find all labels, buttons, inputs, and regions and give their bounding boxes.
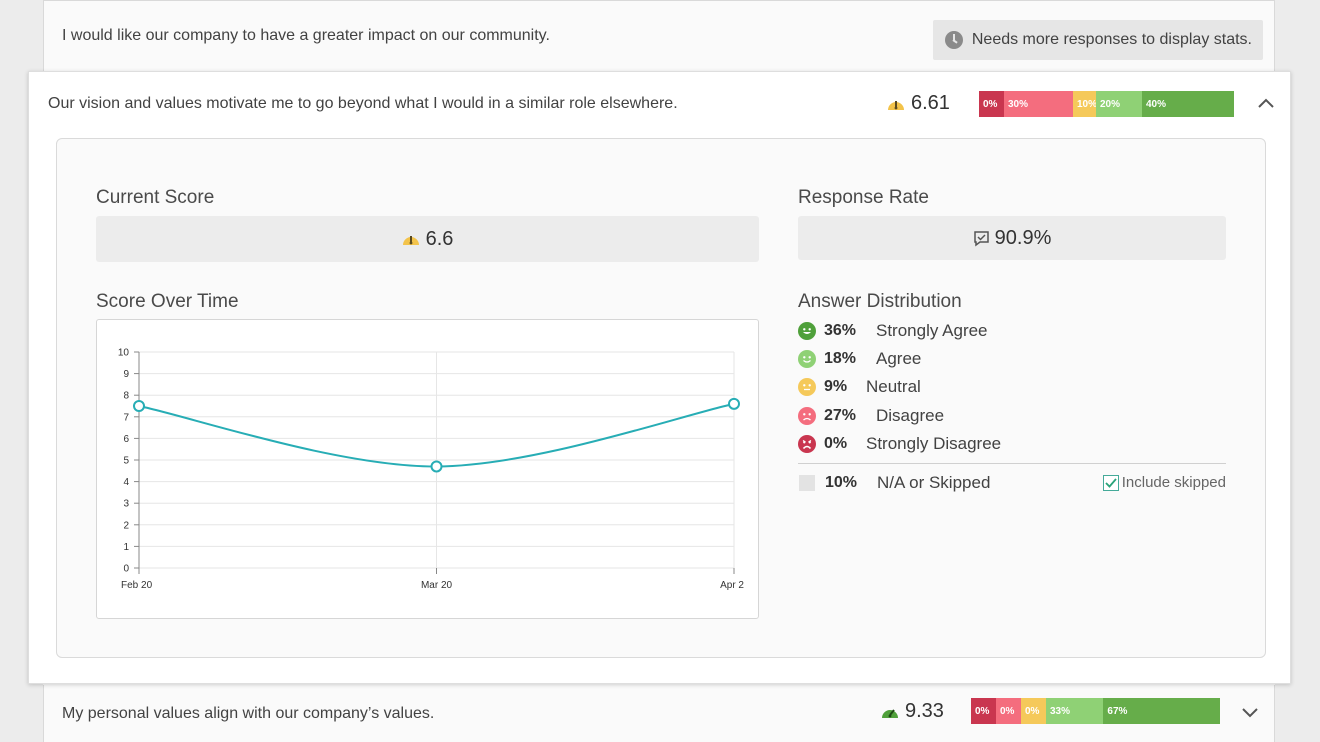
gauge-mid-icon: [888, 100, 904, 110]
answer-pct: 0%: [824, 434, 848, 452]
gauge-high-icon: [882, 708, 898, 718]
answer-pct: 18%: [824, 350, 857, 368]
distribution-segment: 0%: [1021, 698, 1046, 724]
answer-label: Agree: [876, 349, 922, 369]
line-chart: 0 1 2 3 4 5 6 7 8 9 10 Feb 20 Mar 20 Apr 2: [118, 348, 745, 592]
skipped-pct: 10%: [825, 473, 858, 491]
face-neutral-icon: [798, 378, 816, 397]
question-header[interactable]: Our vision and values motivate me to go …: [29, 72, 1290, 136]
distribution-segment: 20%: [1096, 91, 1142, 117]
distribution-segment: 40%: [1142, 91, 1234, 117]
current-score-value: 6.6: [425, 227, 454, 250]
skipped-swatch: [799, 474, 815, 491]
current-score-box: 6.6: [96, 216, 759, 262]
x-tick-label: Mar 20: [421, 580, 453, 591]
y-tick-label: 3: [123, 499, 129, 510]
data-point: [133, 400, 145, 412]
y-tick-label: 0: [123, 564, 129, 575]
distribution-bar: 0% 0% 0% 33% 67%: [971, 698, 1220, 724]
distribution-segment: 0%: [971, 698, 996, 724]
answer-distribution-list: 36% Strongly Agree 18% Agree 9% Neutral 27% Dis…: [798, 317, 1226, 498]
answer-label: Disagree: [876, 405, 945, 425]
answer-row: 9% Neutral: [798, 373, 1226, 401]
question-text: Our vision and values motivate me to go …: [48, 95, 678, 112]
include-skipped-checkbox[interactable]: [1102, 474, 1119, 491]
response-rate-box: 90.9%: [798, 216, 1226, 260]
answer-pct: 9%: [824, 378, 848, 396]
question-score: 6.61: [887, 92, 950, 115]
data-point: [728, 397, 740, 410]
question-details-panel: Current Score 6.6 Response Rate 90.9% Sc…: [56, 138, 1266, 658]
answer-row: 36% Strongly Agree: [798, 317, 1226, 345]
response-rate-value: 90.9%: [994, 226, 1052, 249]
score-over-time-label: Score Over Time: [96, 291, 239, 312]
question-text: I would like our company to have a great…: [62, 27, 550, 44]
distribution-segment: 0%: [996, 698, 1021, 724]
clock-icon: [944, 31, 963, 49]
distribution-segment: 10%: [1073, 91, 1097, 117]
answer-row: 27% Disagree: [798, 402, 1226, 430]
y-tick-label: 1: [123, 542, 129, 553]
face-very-sad-icon: [798, 434, 816, 453]
y-tick-label: 10: [118, 348, 130, 359]
y-tick-label: 2: [123, 520, 129, 531]
score-value: 9.33: [905, 700, 944, 722]
question-text: My personal values align with our compan…: [62, 704, 435, 722]
divider: [798, 462, 1226, 464]
y-tick-label: 4: [123, 477, 129, 488]
answer-pct: 36%: [824, 322, 857, 340]
gauge-mid-icon: [402, 236, 419, 245]
skipped-row: 10% N/A or Skipped Include skipped: [798, 468, 1226, 498]
y-tick-label: 6: [123, 434, 129, 445]
distribution-segment: 30%: [1004, 91, 1073, 117]
include-skipped-label: Include skipped: [1121, 474, 1226, 492]
answer-distribution-label: Answer Distribution: [798, 291, 962, 312]
chevron-down-icon[interactable]: [1239, 701, 1261, 723]
y-tick-label: 8: [123, 391, 129, 402]
distribution-segment: 67%: [1103, 698, 1220, 724]
current-score-label: Current Score: [96, 187, 215, 208]
answer-label: Strongly Disagree: [866, 433, 1002, 453]
face-happy-icon: [798, 350, 816, 369]
data-point: [430, 460, 443, 473]
answer-row: 18% Agree: [798, 345, 1226, 373]
y-tick-label: 9: [123, 369, 129, 380]
expanded-question-card: Our vision and values motivate me to go …: [28, 71, 1291, 684]
question-row[interactable]: My personal values align with our compan…: [43, 684, 1275, 742]
y-tick-label: 7: [123, 412, 129, 423]
needs-responses-text: Needs more responses to display stats.: [971, 31, 1252, 48]
face-sad-icon: [798, 406, 816, 425]
answer-row: 0% Strongly Disagree: [798, 430, 1226, 458]
answer-label: Strongly Agree: [876, 321, 988, 341]
face-very-happy-icon: [798, 322, 816, 341]
skipped-label: N/A or Skipped: [877, 472, 991, 492]
include-skipped-toggle[interactable]: Include skipped: [1102, 474, 1226, 492]
response-rate-label: Response Rate: [798, 187, 929, 208]
question-score: 9.33: [881, 700, 944, 723]
needs-responses-badge: Needs more responses to display stats.: [932, 20, 1263, 60]
distribution-bar: 0% 30% 10% 20% 40%: [979, 91, 1234, 117]
y-tick-label: 5: [123, 456, 129, 467]
x-tick-label: Apr 2: [720, 580, 744, 591]
score-value: 6.61: [911, 92, 950, 114]
comment-check-icon: [973, 230, 989, 246]
score-over-time-chart: 0 1 2 3 4 5 6 7 8 9 10 Feb 20 Mar 20 Apr 2: [96, 319, 759, 619]
answer-label: Neutral: [866, 377, 921, 397]
distribution-segment: 0%: [979, 91, 1004, 117]
x-tick-label: Feb 20: [121, 580, 153, 591]
distribution-segment: 33%: [1046, 698, 1104, 724]
question-row[interactable]: I would like our company to have a great…: [43, 0, 1275, 72]
chevron-up-icon[interactable]: [1255, 92, 1277, 114]
check-icon: [1105, 478, 1117, 488]
answer-pct: 27%: [824, 406, 857, 424]
